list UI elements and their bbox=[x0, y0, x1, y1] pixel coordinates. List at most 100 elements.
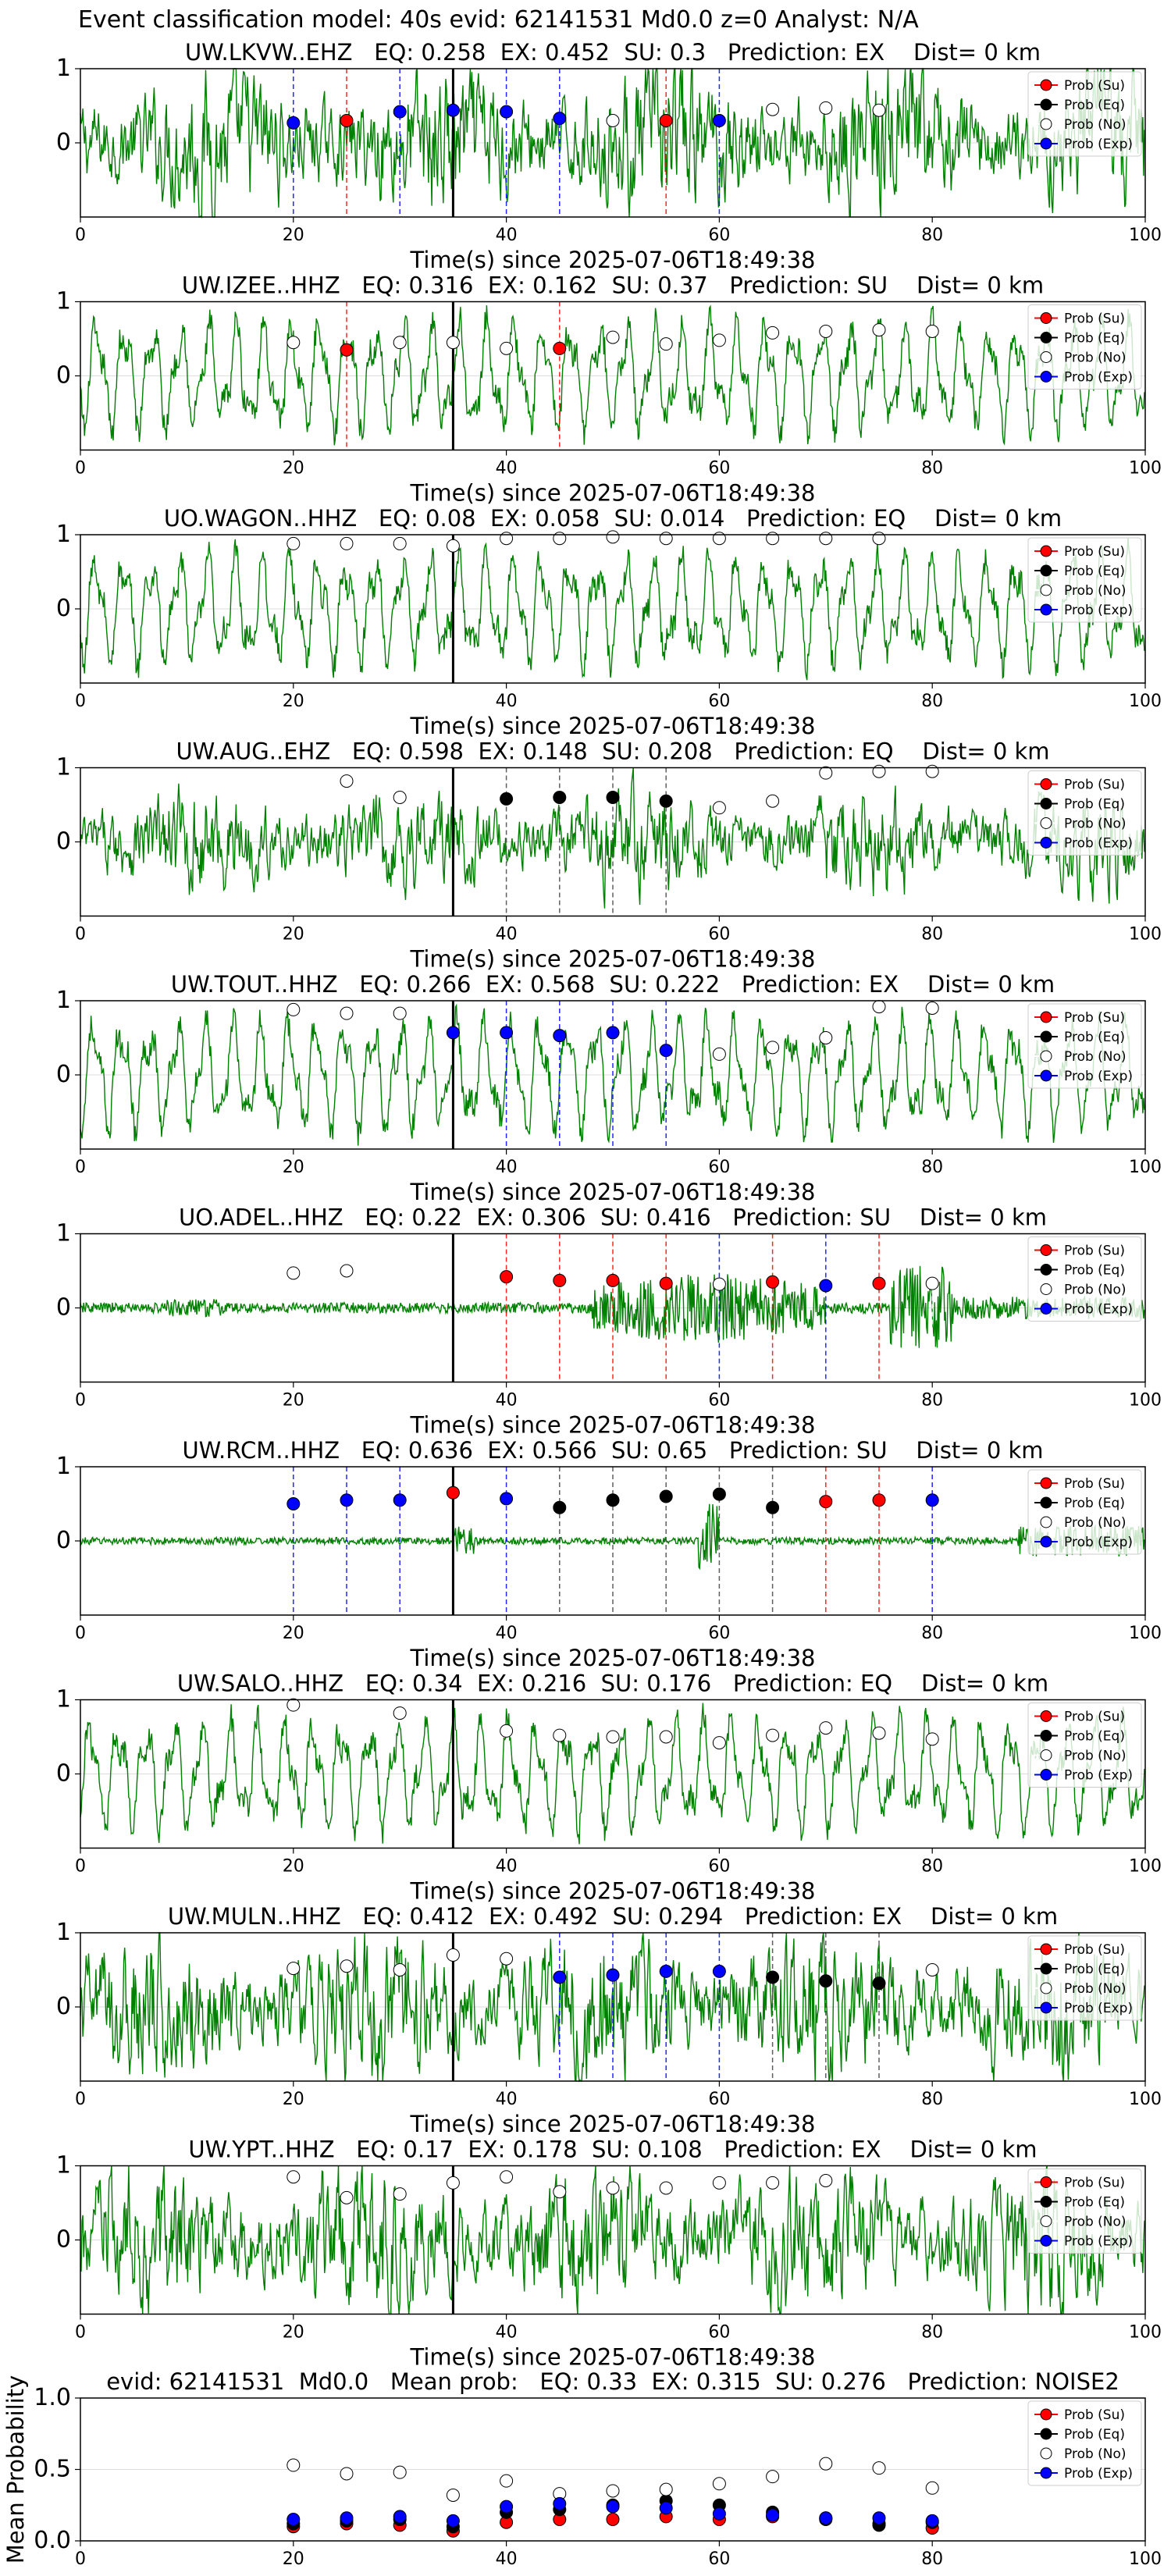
prob-point-exp bbox=[606, 1026, 620, 1040]
legend-label-su: Prob (Su) bbox=[1064, 1244, 1125, 1259]
legend-marker-no bbox=[1040, 1283, 1052, 1295]
prob-point-no bbox=[659, 337, 673, 351]
legend-label-exp: Prob (Exp) bbox=[1064, 2466, 1133, 2482]
x-axis-label: Time(s) since 2025-07-06T18:49:38 bbox=[410, 2111, 816, 2137]
prob-point-no bbox=[872, 1000, 886, 1014]
x-axis-label: Time(s) since 2025-07-06T18:49:38 bbox=[410, 2344, 816, 2371]
prob-point-no bbox=[340, 536, 354, 550]
legend-marker-no bbox=[1040, 1982, 1052, 1994]
legend-marker-exp bbox=[1040, 137, 1052, 150]
chart-panel-11: 0 20 40 60 80 100 0.0 0.5 1.0 evid: 62141531 Md0.… bbox=[2, 2368, 1162, 2569]
chart-title: UW.IZEE..HHZ EQ: 0.316 EX: 0.162 SU: 0.3… bbox=[182, 272, 1044, 299]
chart-title: UW.SALO..HHZ EQ: 0.34 EX: 0.216 SU: 0.17… bbox=[177, 1670, 1048, 1697]
prob-point-no bbox=[287, 2170, 301, 2184]
prob-point-no bbox=[446, 539, 460, 553]
legend-label-no: Prob (No) bbox=[1064, 817, 1127, 832]
x-tick-label: 80 bbox=[921, 2549, 943, 2569]
x-tick-label: 60 bbox=[708, 1857, 730, 1877]
x-tick-label: 40 bbox=[496, 925, 518, 945]
legend-label-su: Prob (Su) bbox=[1064, 2407, 1125, 2423]
x-tick-label: 20 bbox=[283, 1391, 304, 1411]
prob-point-su bbox=[340, 343, 354, 357]
prob-point-exp bbox=[606, 1968, 620, 1982]
legend-label-no: Prob (No) bbox=[1064, 2215, 1127, 2230]
legend-marker-eq bbox=[1040, 1030, 1052, 1043]
legend-label-eq: Prob (Eq) bbox=[1064, 98, 1125, 113]
legend-box bbox=[1027, 1703, 1142, 1788]
legend-marker-no bbox=[1040, 2215, 1052, 2227]
legend-label-su: Prob (Su) bbox=[1064, 1010, 1125, 1026]
prob-point-no bbox=[819, 532, 833, 546]
prob-point-eq bbox=[553, 791, 567, 804]
legend-label-eq: Prob (Eq) bbox=[1064, 1496, 1125, 1511]
legend-label-eq: Prob (Eq) bbox=[1064, 1962, 1125, 1977]
x-tick-label: 40 bbox=[496, 2323, 518, 2343]
waveform-trace bbox=[80, 2165, 1145, 2315]
y-tick-label: 1 bbox=[56, 1453, 71, 1480]
legend-marker-exp bbox=[1040, 371, 1052, 382]
prob-point-exp bbox=[393, 1493, 407, 1507]
y-tick-label: 0 bbox=[56, 1993, 71, 2020]
prob-point-exp bbox=[446, 2514, 460, 2528]
prob-point-exp bbox=[287, 116, 301, 130]
prob-point-no bbox=[287, 536, 301, 550]
y-tick-label: 0 bbox=[56, 129, 71, 156]
waveform-trace bbox=[80, 1932, 1145, 2083]
legend-label-no: Prob (No) bbox=[1064, 1283, 1127, 1298]
legend-label-exp: Prob (Exp) bbox=[1064, 2234, 1133, 2250]
legend-label-su: Prob (Su) bbox=[1064, 2176, 1125, 2191]
prob-point-exp bbox=[712, 2507, 726, 2521]
prob-point-su bbox=[340, 114, 354, 127]
prob-point-su bbox=[606, 2513, 620, 2527]
prob-point-no bbox=[446, 2176, 460, 2190]
prob-point-no bbox=[766, 326, 780, 340]
legend-marker-su bbox=[1040, 1710, 1052, 1722]
prob-point-exp bbox=[766, 2508, 780, 2522]
prob-point-no bbox=[925, 1002, 939, 1015]
legend-marker-exp bbox=[1040, 837, 1052, 849]
x-tick-label: 0 bbox=[75, 226, 86, 245]
x-tick-label: 100 bbox=[1129, 1624, 1162, 1643]
x-axis-label: Time(s) since 2025-07-06T18:49:38 bbox=[410, 247, 816, 273]
prob-point-no bbox=[659, 532, 673, 546]
legend-label-eq: Prob (Eq) bbox=[1064, 797, 1125, 813]
prob-point-exp bbox=[500, 1492, 514, 1506]
legend-label-eq: Prob (Eq) bbox=[1064, 2427, 1125, 2443]
y-tick-label: 0.0 bbox=[34, 2527, 71, 2554]
chart-panel-1: 0 20 40 60 80 100 0 1 UW.LKVW..EHZ EQ: 0.258 EX:… bbox=[56, 39, 1162, 273]
y-tick-label: 0 bbox=[56, 2226, 71, 2254]
prob-point-eq bbox=[819, 1974, 833, 1988]
prob-point-no bbox=[819, 101, 833, 115]
prob-point-no bbox=[766, 532, 780, 546]
chart-panel-6: 0 20 40 60 80 100 0 1 UO.ADEL..HHZ EQ: 0.22 EX: … bbox=[56, 1204, 1162, 1439]
x-tick-label: 40 bbox=[496, 1857, 518, 1877]
legend-marker-no bbox=[1040, 817, 1052, 829]
y-tick-label: 1 bbox=[56, 2152, 71, 2179]
prob-point-exp bbox=[553, 1970, 567, 1984]
prob-point-no bbox=[925, 764, 939, 778]
chart-panel-9: 0 20 40 60 80 100 0 1 UW.MULN..HHZ EQ: 0.412 EX:… bbox=[56, 1903, 1162, 2137]
x-tick-label: 80 bbox=[921, 1391, 943, 1411]
x-tick-label: 0 bbox=[75, 692, 86, 711]
prob-point-eq bbox=[766, 1970, 780, 1984]
x-tick-label: 60 bbox=[708, 1391, 730, 1411]
x-tick-label: 40 bbox=[496, 2090, 518, 2109]
prob-point-eq bbox=[606, 791, 620, 804]
prob-point-su bbox=[659, 1276, 673, 1290]
x-tick-label: 0 bbox=[75, 925, 86, 945]
prob-point-no bbox=[287, 1266, 301, 1280]
prob-point-eq bbox=[606, 1493, 620, 1507]
y-tick-label: 0 bbox=[56, 1760, 71, 1788]
prob-point-no bbox=[340, 1959, 354, 1973]
legend-label-no: Prob (No) bbox=[1064, 583, 1127, 599]
prob-point-su bbox=[606, 1273, 620, 1287]
legend-label-su: Prob (Su) bbox=[1064, 544, 1125, 560]
prob-point-no bbox=[500, 341, 514, 355]
chart-title: UO.ADEL..HHZ EQ: 0.22 EX: 0.306 SU: 0.41… bbox=[179, 1204, 1047, 1231]
y-axis-label: Mean Probability bbox=[2, 2375, 29, 2564]
prob-point-su bbox=[553, 1273, 567, 1287]
waveform-trace bbox=[80, 67, 1145, 219]
prob-point-no bbox=[393, 1963, 407, 1976]
prob-point-no bbox=[446, 1948, 460, 1962]
y-tick-label: 1 bbox=[56, 754, 71, 781]
